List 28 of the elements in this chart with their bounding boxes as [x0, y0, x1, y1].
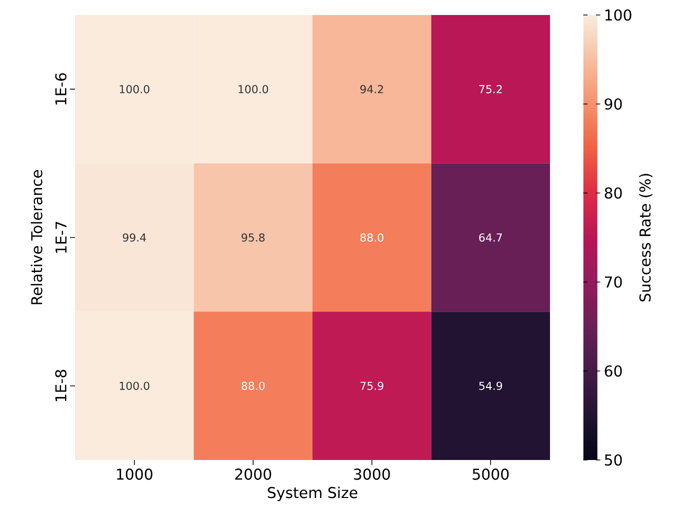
- x-tick-label: 2000: [235, 468, 272, 480]
- x-tick-label: 5000: [472, 468, 509, 480]
- color-bar-label: 70: [604, 276, 622, 288]
- data-label: 99.4: [122, 233, 146, 242]
- color-bar-title: Success Rate (%): [639, 174, 652, 302]
- x-axis-title: System Size: [268, 486, 358, 502]
- y-tick-label: 1E-7: [56, 222, 66, 253]
- data-label: 94.2: [360, 85, 383, 94]
- data-label: 95.8: [242, 233, 265, 242]
- data-label: 100.0: [120, 85, 150, 94]
- color-bar-label: 60: [604, 365, 622, 377]
- data-label: 100.0: [120, 382, 150, 390]
- y-tick-label: 1E-6: [55, 73, 66, 104]
- data-label: 88.0: [360, 233, 384, 242]
- data-label: 75.2: [479, 85, 502, 94]
- data-label: 64.7: [479, 233, 502, 242]
- y-tick-label: 1E-8: [55, 370, 66, 402]
- x-tick-label: 3000: [354, 468, 390, 480]
- x-tick-label: 1000: [117, 468, 152, 480]
- data-label: 100.0: [238, 85, 268, 94]
- data-label: 88.0: [242, 382, 265, 390]
- color-bar-label: 90: [604, 98, 622, 110]
- color-bar-label: 100: [605, 9, 632, 21]
- color-bar-label: 50: [604, 454, 622, 466]
- y-axis-title: Relative Tolerance: [30, 170, 42, 304]
- data-label: 54.9: [479, 382, 502, 390]
- color-bar-label: 80: [604, 187, 622, 199]
- data-label: 75.9: [360, 382, 384, 390]
